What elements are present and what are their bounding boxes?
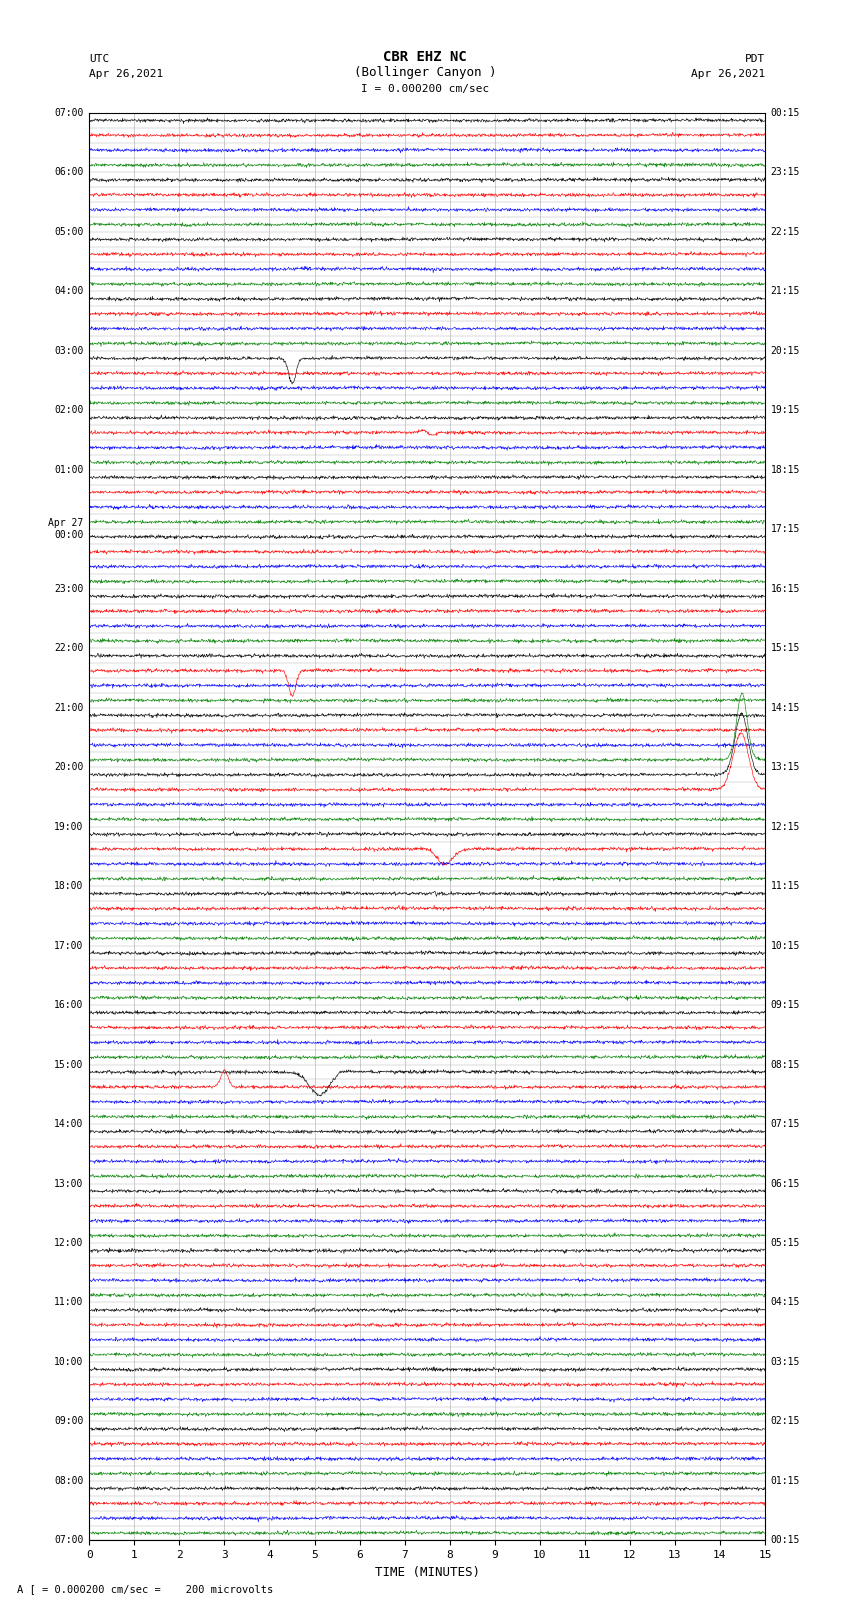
Text: 22:15: 22:15 <box>771 227 800 237</box>
Text: 05:00: 05:00 <box>54 227 83 237</box>
Text: 17:00: 17:00 <box>54 940 83 950</box>
Text: Apr 27
00:00: Apr 27 00:00 <box>48 518 83 540</box>
Text: 03:15: 03:15 <box>771 1357 800 1366</box>
Text: A [ = 0.000200 cm/sec =    200 microvolts: A [ = 0.000200 cm/sec = 200 microvolts <box>17 1584 273 1594</box>
Text: 04:15: 04:15 <box>771 1297 800 1308</box>
Text: 17:15: 17:15 <box>771 524 800 534</box>
Text: 23:15: 23:15 <box>771 168 800 177</box>
Text: 09:00: 09:00 <box>54 1416 83 1426</box>
Text: 21:00: 21:00 <box>54 703 83 713</box>
Text: 08:15: 08:15 <box>771 1060 800 1069</box>
Text: 22:00: 22:00 <box>54 644 83 653</box>
Text: 02:00: 02:00 <box>54 405 83 415</box>
Text: 19:00: 19:00 <box>54 821 83 832</box>
Text: PDT: PDT <box>745 53 765 65</box>
Text: 16:15: 16:15 <box>771 584 800 594</box>
Text: 07:15: 07:15 <box>771 1119 800 1129</box>
Text: 14:15: 14:15 <box>771 703 800 713</box>
Text: 07:00: 07:00 <box>54 108 83 118</box>
Text: 04:00: 04:00 <box>54 287 83 297</box>
Text: 12:15: 12:15 <box>771 821 800 832</box>
Text: 12:00: 12:00 <box>54 1239 83 1248</box>
Text: 20:15: 20:15 <box>771 345 800 356</box>
Text: 06:15: 06:15 <box>771 1179 800 1189</box>
Text: 13:15: 13:15 <box>771 763 800 773</box>
Text: I = 0.000200 cm/sec: I = 0.000200 cm/sec <box>361 84 489 94</box>
Text: UTC: UTC <box>89 53 110 65</box>
Text: 02:15: 02:15 <box>771 1416 800 1426</box>
Text: 10:00: 10:00 <box>54 1357 83 1366</box>
Text: 00:15: 00:15 <box>771 108 800 118</box>
Text: 13:00: 13:00 <box>54 1179 83 1189</box>
Text: 23:00: 23:00 <box>54 584 83 594</box>
Text: 16:00: 16:00 <box>54 1000 83 1010</box>
Text: 08:00: 08:00 <box>54 1476 83 1486</box>
X-axis label: TIME (MINUTES): TIME (MINUTES) <box>375 1566 479 1579</box>
Text: 19:15: 19:15 <box>771 405 800 415</box>
Text: 03:00: 03:00 <box>54 345 83 356</box>
Text: 01:00: 01:00 <box>54 465 83 474</box>
Text: 18:15: 18:15 <box>771 465 800 474</box>
Text: 21:15: 21:15 <box>771 287 800 297</box>
Text: 00:15: 00:15 <box>771 1536 800 1545</box>
Text: 20:00: 20:00 <box>54 763 83 773</box>
Text: 18:00: 18:00 <box>54 881 83 890</box>
Text: 15:15: 15:15 <box>771 644 800 653</box>
Text: 11:15: 11:15 <box>771 881 800 890</box>
Text: 06:00: 06:00 <box>54 168 83 177</box>
Text: CBR EHZ NC: CBR EHZ NC <box>383 50 467 65</box>
Text: 01:15: 01:15 <box>771 1476 800 1486</box>
Text: 10:15: 10:15 <box>771 940 800 950</box>
Text: Apr 26,2021: Apr 26,2021 <box>89 69 163 79</box>
Text: 05:15: 05:15 <box>771 1239 800 1248</box>
Text: (Bollinger Canyon ): (Bollinger Canyon ) <box>354 66 496 79</box>
Text: 15:00: 15:00 <box>54 1060 83 1069</box>
Text: 14:00: 14:00 <box>54 1119 83 1129</box>
Text: 09:15: 09:15 <box>771 1000 800 1010</box>
Text: 11:00: 11:00 <box>54 1297 83 1308</box>
Text: Apr 26,2021: Apr 26,2021 <box>691 69 765 79</box>
Text: 07:00: 07:00 <box>54 1536 83 1545</box>
